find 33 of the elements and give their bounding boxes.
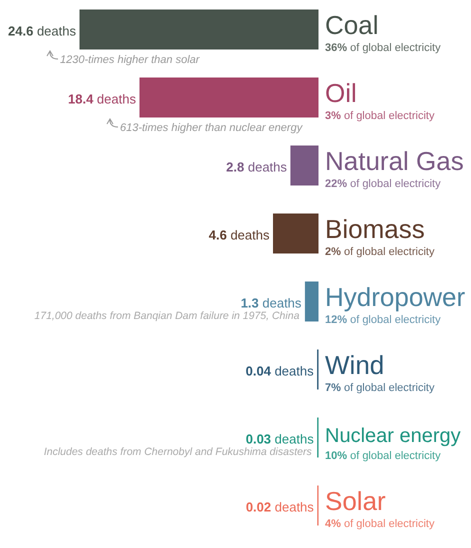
- bar: [272, 214, 318, 254]
- annotation: 12% of global electricity: [325, 314, 442, 326]
- annotation: 3% of global electricity: [325, 110, 435, 122]
- annotation: 22% of global electricity: [325, 178, 442, 190]
- annotation: 36% of global electricity: [325, 42, 442, 54]
- y-tick-label: Nuclear energy: [325, 425, 461, 447]
- data-label: 0.03 deaths: [246, 432, 314, 446]
- bar: [80, 10, 318, 50]
- data-label: 0.04 deaths: [246, 364, 314, 378]
- y-tick-label: Hydropower: [325, 282, 466, 312]
- data-label: 24.6 deaths: [8, 24, 76, 38]
- data-label: 1.3 deaths: [240, 296, 302, 310]
- annotation: 613-times higher than nuclear energy: [120, 122, 304, 134]
- y-tick-label: Solar: [325, 486, 386, 516]
- data-label: 2.8 deaths: [226, 160, 288, 174]
- y-tick-label: Biomass: [325, 214, 425, 244]
- annotation: 4% of global electricity: [325, 518, 435, 530]
- y-tick-label: Wind: [325, 350, 384, 380]
- y-tick-label: Coal: [325, 10, 378, 40]
- annotation: Includes deaths from Chernobyl and Fukushima disasters: [44, 446, 312, 458]
- annotation: 1230-times higher than solar: [60, 54, 201, 66]
- bar: [290, 146, 318, 186]
- data-label: 0.02 deaths: [246, 500, 314, 514]
- bar: [139, 78, 318, 118]
- annotation: 2% of global electricity: [325, 246, 435, 258]
- annotation: 171,000 deaths from Banqian Dam failure in 1975, China: [34, 310, 300, 322]
- data-label: 18.4 deaths: [68, 92, 136, 106]
- annotation: 7% of global electricity: [325, 382, 435, 394]
- bar: [304, 282, 318, 322]
- y-tick-label: Oil: [325, 78, 357, 108]
- y-tick-label: Natural Gas: [325, 146, 464, 176]
- data-label: 4.6 deaths: [208, 228, 270, 242]
- annotation: 10% of global electricity: [325, 450, 442, 462]
